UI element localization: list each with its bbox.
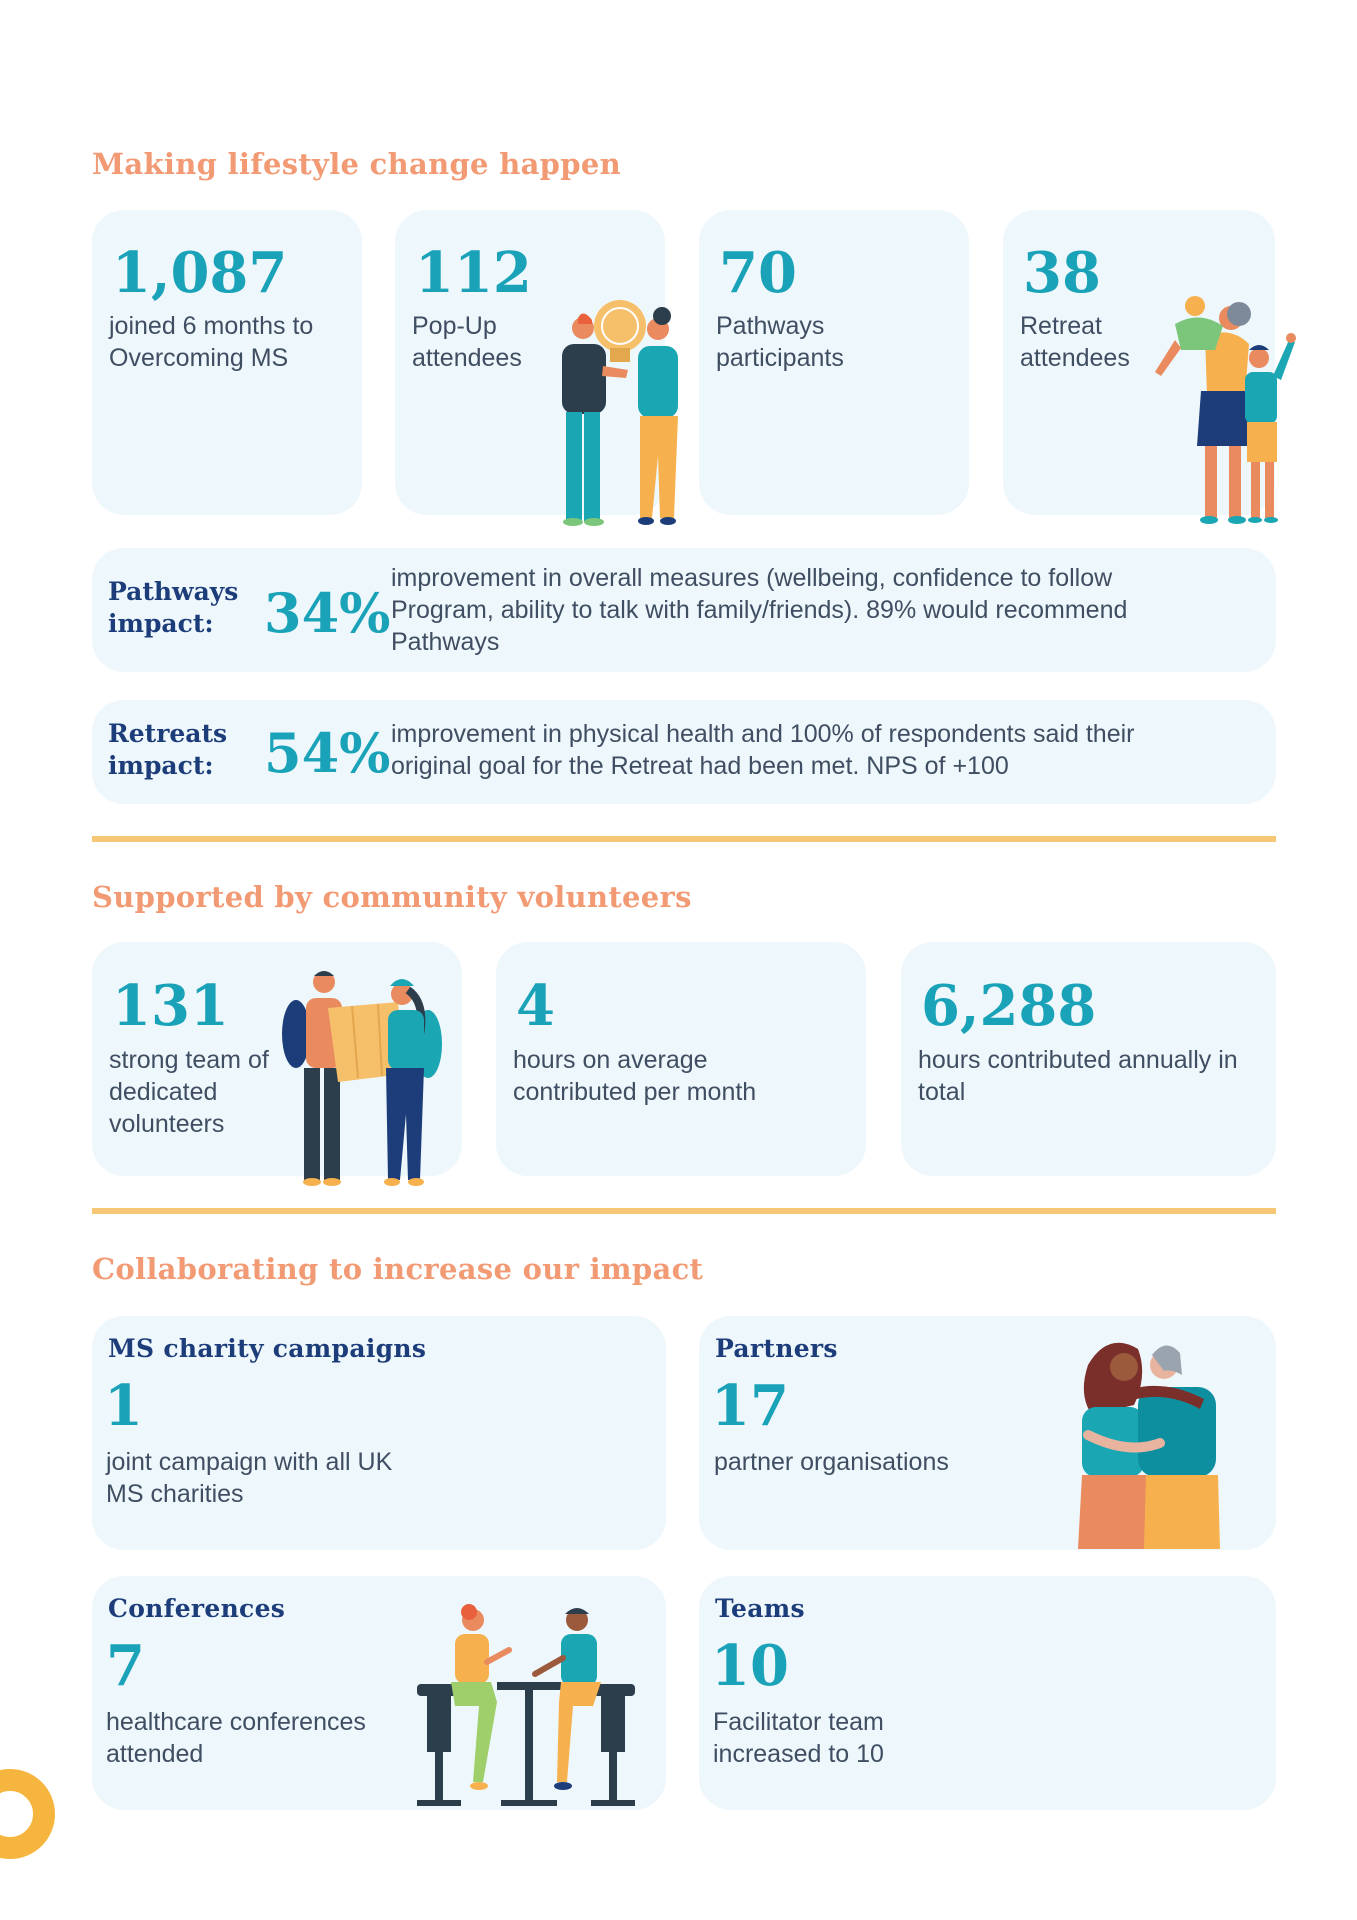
impact-title: Retreats impact: [108, 719, 228, 780]
section-heading-collaborating: Collaborating to increase our impact [92, 1252, 704, 1286]
stat-label: strong team of dedicated volunteers [109, 1046, 269, 1138]
impact-row-pathways: Pathways impact: 34% improvement in over… [92, 548, 1276, 672]
lightbulb-people-illustration [562, 300, 678, 526]
section-divider [92, 1208, 1276, 1214]
collab-card-label: partner organisations [714, 1448, 949, 1476]
stat-number: 131 [112, 973, 229, 1039]
impact-percent: 34% [264, 581, 391, 645]
collab-card-title: Conferences [108, 1594, 286, 1623]
collab-card-label: joint campaign with all UK MS charities [106, 1448, 393, 1508]
stat-number: 1,087 [112, 240, 288, 306]
stat-label: hours contributed annually in total [918, 1046, 1238, 1106]
impact-percent: 54% [264, 721, 391, 785]
collab-card-number: 1 [104, 1373, 143, 1439]
decorative-ring [0, 1769, 55, 1859]
collab-card-label: Facilitator team increased to 10 [713, 1708, 884, 1768]
stat-number: 6,288 [921, 973, 1097, 1039]
section-heading-volunteers: Supported by community volunteers [92, 880, 692, 914]
impact-text: improvement in overall measures (wellbei… [391, 564, 1128, 656]
collab-card-number: 17 [711, 1373, 789, 1439]
stat-label: hours on average contributed per month [513, 1046, 757, 1106]
stat-label: Retreat attendees [1020, 312, 1130, 372]
stat-card-pathways: 70 Pathways participants [699, 210, 969, 515]
stat-number: 112 [415, 240, 532, 306]
collab-card-teams: Teams 10 Facilitator team increased to 1… [699, 1576, 1276, 1810]
family-hug-illustration [1155, 296, 1296, 524]
collab-card-title: Teams [715, 1594, 805, 1623]
stat-card-hours-year: 6,288 hours contributed annually in tota… [901, 942, 1276, 1176]
stat-card-popup: 112 Pop-Up attendees [395, 210, 665, 515]
stat-card-joined: 1,087 joined 6 months to Overcoming MS [92, 210, 362, 515]
collab-card-title: Partners [715, 1334, 838, 1363]
collab-card-label: healthcare conferences attended [106, 1708, 366, 1768]
collab-card-title: MS charity campaigns [108, 1334, 427, 1363]
stat-card-hours-month: 4 hours on average contributed per month [496, 942, 866, 1176]
partners-hug-illustration [1078, 1342, 1220, 1549]
impact-title: Pathways impact: [108, 577, 239, 638]
stat-label: Pathways participants [716, 312, 844, 372]
collab-card-campaigns: MS charity campaigns 1 joint campaign wi… [92, 1316, 666, 1550]
stat-label: joined 6 months to Overcoming MS [109, 312, 314, 372]
section-divider [92, 836, 1276, 842]
impact-text: improvement in physical health and 100% … [391, 720, 1135, 780]
volunteers-map-illustration [282, 971, 442, 1186]
conference-table-illustration [417, 1604, 635, 1806]
stat-number: 4 [516, 973, 555, 1039]
stat-number: 38 [1023, 240, 1101, 306]
collab-card-number: 7 [106, 1633, 145, 1699]
stat-number: 70 [719, 240, 797, 306]
stat-label: Pop-Up attendees [412, 312, 522, 372]
impact-row-retreats: Retreats impact: 54% improvement in phys… [92, 700, 1276, 804]
section-heading-lifestyle: Making lifestyle change happen [92, 147, 621, 181]
collab-card-number: 10 [711, 1633, 789, 1699]
